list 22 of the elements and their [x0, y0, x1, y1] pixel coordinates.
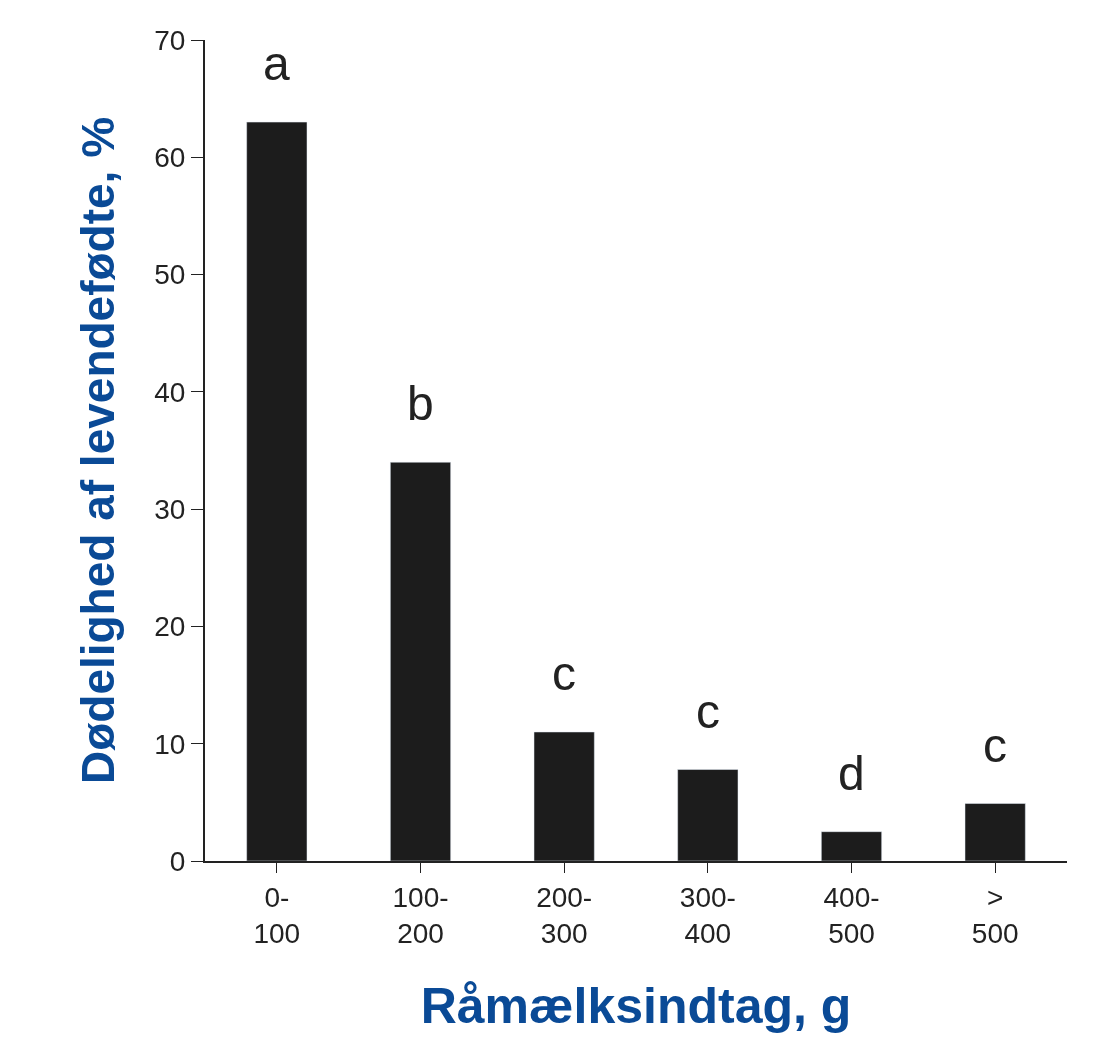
y-tick-label: 60 — [154, 142, 186, 174]
annotation: d — [838, 747, 865, 800]
x-axis-title: Råmælksindtag, g — [420, 978, 852, 1034]
y-tick-label: 40 — [154, 376, 186, 408]
y-tick-label: 70 — [154, 24, 186, 56]
y-tick-label: 10 — [154, 728, 186, 760]
x-tick-label: 100- 200 — [392, 881, 449, 949]
y-tick-label: 50 — [154, 259, 186, 291]
y-axis-title: Dødelighed af levendefødte, % — [72, 116, 125, 785]
y-tick-label: 20 — [154, 611, 186, 643]
x-tick-label: 400- 500 — [823, 881, 880, 949]
annotation: a — [263, 37, 290, 90]
annotation: c — [983, 719, 1007, 772]
y-tick-label: 30 — [154, 493, 186, 525]
x-tick-label: 200- 300 — [536, 881, 593, 949]
y-tick-label: 0 — [169, 845, 186, 877]
x-tick-label: 0- 100 — [253, 881, 301, 949]
x-tick-label: 300- 400 — [679, 881, 736, 949]
annotation: c — [552, 647, 576, 700]
annotation: b — [407, 377, 434, 430]
x-tick-label: > 500 — [971, 881, 1019, 949]
annotation: c — [696, 685, 720, 738]
